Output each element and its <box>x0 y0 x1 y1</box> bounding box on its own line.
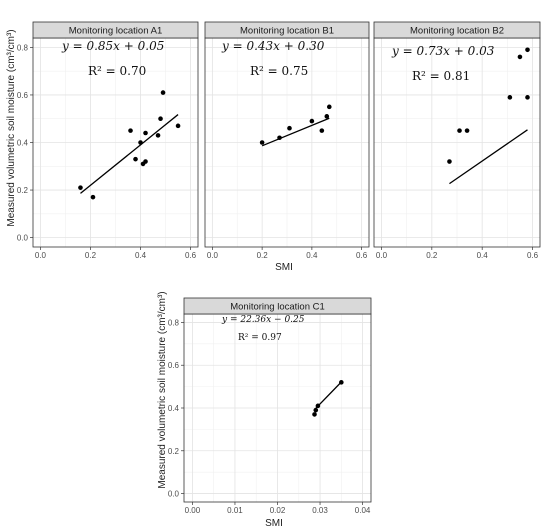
y-axis-title-bottom: Measured volumetric soil moisture (cm³/c… <box>157 291 168 488</box>
data-point <box>128 128 133 133</box>
y-tick-label: 0.8 <box>17 43 29 52</box>
x-tick-label: 0.4 <box>135 251 147 260</box>
regression-equation: y = 0.73x + 0.03 <box>391 44 495 58</box>
y-tick-label: 0.0 <box>168 490 180 499</box>
data-point <box>155 133 161 138</box>
data-point <box>517 54 523 60</box>
y-tick-label: 0.6 <box>168 361 180 370</box>
panel-1: Monitoring location A1 0.0 0.2 0.4 0.6 0.0 0.2… <box>17 21 199 260</box>
y-tick-label: 0.8 <box>168 318 180 327</box>
data-point <box>158 116 163 122</box>
regression-line <box>261 117 330 147</box>
panel-title: Monitoring location B1 <box>240 26 334 37</box>
x-tick-label: 0.0 <box>376 251 388 260</box>
x-tick-label: 0.03 <box>312 506 328 515</box>
y-tick-label: 0.4 <box>168 404 180 413</box>
data-point <box>319 128 325 133</box>
data-point <box>315 403 321 409</box>
data-point <box>78 185 83 190</box>
regression-equation: y = 0.85x + 0.05 <box>61 39 164 53</box>
panel-4: Monitoring location C1 0.00 0.01 0.02 0.03 0.… <box>168 297 372 515</box>
x-tick-label: 0.0 <box>35 251 47 260</box>
y-axis-title-top: Measured volumetric soil moisture (cm³/c… <box>6 29 17 226</box>
x-tick-label: 0.6 <box>356 251 368 260</box>
data-point <box>312 412 317 417</box>
data-point <box>287 125 292 131</box>
facet-strip <box>32 21 199 39</box>
panel-title: Monitoring location B2 <box>410 26 504 37</box>
y-tick-label: 0.2 <box>17 186 29 195</box>
data-point <box>324 114 330 119</box>
x-tick-label: 0.2 <box>85 251 97 260</box>
data-point <box>138 140 143 145</box>
data-point <box>90 194 96 200</box>
x-axis-title-top: SMI <box>275 262 293 273</box>
x-tick-label: 0.02 <box>270 506 286 515</box>
data-point <box>133 156 138 162</box>
data-point <box>277 135 282 141</box>
facet-strip <box>204 21 370 39</box>
x-tick-label: 0.2 <box>426 251 438 260</box>
data-point <box>259 140 265 145</box>
panel-title: Monitoring location C1 <box>230 302 325 313</box>
data-point <box>447 159 452 164</box>
facet-strip <box>183 297 372 315</box>
y-tick-label: 0.2 <box>168 447 180 456</box>
data-point <box>326 104 332 110</box>
data-point <box>175 123 181 129</box>
data-point <box>507 95 513 100</box>
x-tick-label: 0.6 <box>185 251 197 260</box>
r-squared-label: R² = 0.97 <box>238 333 282 343</box>
r-squared-label: R² = 0.70 <box>88 64 146 78</box>
panel-2: Monitoring location B1 0.0 0.2 0.4 0.6 y = 0.… <box>204 21 370 260</box>
regression-line <box>80 114 179 194</box>
x-tick-label: 0.0 <box>207 251 219 260</box>
data-point <box>309 118 315 124</box>
data-point <box>160 90 166 95</box>
r-squared-label: R² = 0.81 <box>412 69 470 83</box>
data-point <box>143 159 148 164</box>
x-tick-label: 0.01 <box>227 506 243 515</box>
data-point <box>464 128 470 133</box>
regression-equation: y = 22.36x − 0.25 <box>221 315 305 325</box>
x-tick-label: 0.2 <box>257 251 269 260</box>
facet-strip <box>373 21 541 39</box>
y-tick-label: 0.6 <box>17 91 29 100</box>
regression-line <box>449 129 528 185</box>
data-point <box>143 130 148 136</box>
data-point <box>457 128 462 133</box>
data-point <box>525 95 530 100</box>
panel-3: Monitoring location B2 0.0 0.2 0.4 0.6 y = 0.… <box>373 21 541 260</box>
y-tick-label: 0.0 <box>17 234 29 243</box>
r-squared-label: R² = 0.75 <box>250 64 308 78</box>
y-tick-label: 0.4 <box>17 139 29 148</box>
data-point <box>339 380 344 385</box>
x-tick-label: 0.6 <box>527 251 539 260</box>
data-point <box>525 47 530 53</box>
regression-line <box>315 381 342 409</box>
x-tick-label: 0.04 <box>355 506 371 515</box>
x-tick-label: 0.00 <box>185 506 201 515</box>
x-axis-title-bottom: SMI <box>265 518 283 529</box>
x-tick-label: 0.4 <box>477 251 489 260</box>
data-point <box>313 407 319 413</box>
regression-equation: y = 0.43x + 0.30 <box>221 39 325 53</box>
x-tick-label: 0.4 <box>306 251 318 260</box>
panel-title: Monitoring location A1 <box>69 26 162 37</box>
